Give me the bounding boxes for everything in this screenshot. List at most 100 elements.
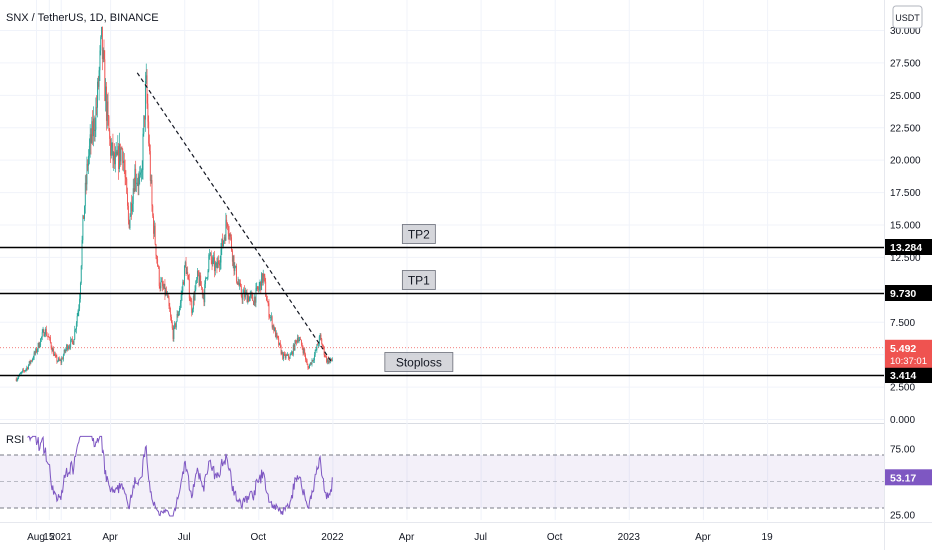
candle-body (271, 316, 273, 328)
price-axis[interactable]: 0.0002.5005.0007.50010.00012.50015.00017… (890, 26, 921, 522)
currency-button[interactable]: USDT (892, 5, 923, 29)
candle-body (43, 329, 45, 337)
candle-body (53, 354, 55, 356)
candle-body (155, 244, 157, 256)
candle-body (95, 107, 97, 130)
candle-body (289, 355, 291, 359)
candle-body (144, 115, 146, 120)
candle-body (331, 359, 333, 361)
candle-body (297, 338, 299, 342)
candle-body (305, 359, 307, 361)
candle-body (21, 371, 23, 373)
candle-body (32, 358, 34, 360)
candle-body (74, 329, 76, 340)
candle-body (117, 146, 119, 155)
candle-body (107, 101, 109, 117)
candle-body (153, 216, 155, 234)
candle-body (235, 265, 237, 282)
candle-body (220, 249, 222, 263)
candle-body (102, 50, 104, 60)
candle-body (65, 348, 67, 352)
candle-body (255, 287, 257, 303)
candle-body (188, 279, 190, 299)
candle-body (264, 276, 266, 282)
candle-body (208, 254, 210, 271)
candle-body (241, 296, 243, 300)
candle-body (214, 257, 215, 272)
candle-body (93, 118, 95, 132)
time-tick-label: Jul (474, 532, 487, 543)
candle-body (46, 335, 48, 337)
candle-body (231, 237, 233, 251)
candle-body (288, 357, 290, 359)
candle-body (201, 287, 203, 295)
level-label-box (401, 224, 436, 244)
candle-body (157, 259, 159, 267)
level-badge-tp1-text: 9.730 (890, 288, 916, 300)
candle-body (243, 290, 245, 293)
candle-body (302, 348, 304, 353)
candle-body (316, 344, 318, 350)
time-tick-label: Apr (695, 532, 711, 543)
candle-body (109, 130, 111, 139)
candle-body (45, 329, 46, 335)
candle-body (127, 205, 129, 221)
candle-body (146, 75, 148, 104)
candle-body (272, 325, 274, 328)
candle-body (31, 360, 33, 362)
candle-body (64, 349, 66, 352)
horizontal-levels[interactable]: TP2 TP1 Stoploss (0, 224, 884, 377)
price-tick-label: 7.500 (890, 318, 915, 329)
candle-body (159, 286, 161, 289)
candle-body (261, 273, 263, 291)
candle-body (195, 281, 197, 290)
price-tick-label: 30.000 (890, 26, 921, 37)
candle-body (314, 349, 316, 355)
level-badge-tp1: 9.730 (885, 285, 932, 301)
candle-body (182, 281, 184, 292)
candle-body (120, 148, 122, 162)
candle-body (26, 367, 28, 369)
candle-body (27, 367, 29, 370)
candle-body (73, 339, 75, 345)
candle-body (62, 355, 64, 360)
candle-body (287, 354, 289, 358)
candle-body (200, 275, 202, 286)
candle-body (292, 344, 294, 355)
candle-body (136, 182, 138, 184)
candle-body (230, 234, 232, 238)
candle-body (187, 271, 189, 275)
candle-body (186, 271, 188, 274)
candle-body (105, 86, 107, 121)
candle-body (106, 101, 108, 121)
candle-body (172, 328, 174, 339)
candle-body (180, 295, 182, 303)
candle-body (199, 275, 201, 286)
candle-body (176, 313, 178, 322)
candle-body (23, 369, 25, 371)
candle-body (138, 176, 140, 187)
rsi-tick-label: 75.00 (890, 444, 915, 455)
candle-body (110, 138, 111, 156)
time-tick-label: Oct (251, 532, 267, 543)
candle-body (128, 220, 130, 229)
candle-body (305, 354, 306, 360)
price-tick-label: 17.500 (890, 188, 921, 199)
candle-body (313, 360, 315, 362)
time-tick-label: Apr (399, 532, 415, 543)
candle-body (129, 216, 131, 229)
candle-body (40, 336, 42, 339)
time-tick-label: Apr (102, 532, 118, 543)
candle-body (156, 255, 158, 260)
candle-body (47, 336, 49, 337)
candle-body (123, 160, 124, 164)
trendline[interactable] (0, 72, 884, 364)
candle-body (134, 168, 136, 192)
rsi-value-badge-text: 53.17 (890, 472, 916, 484)
candle-body (198, 275, 200, 286)
candle-body (294, 340, 296, 351)
price-tick-label: 20.000 (890, 156, 921, 167)
